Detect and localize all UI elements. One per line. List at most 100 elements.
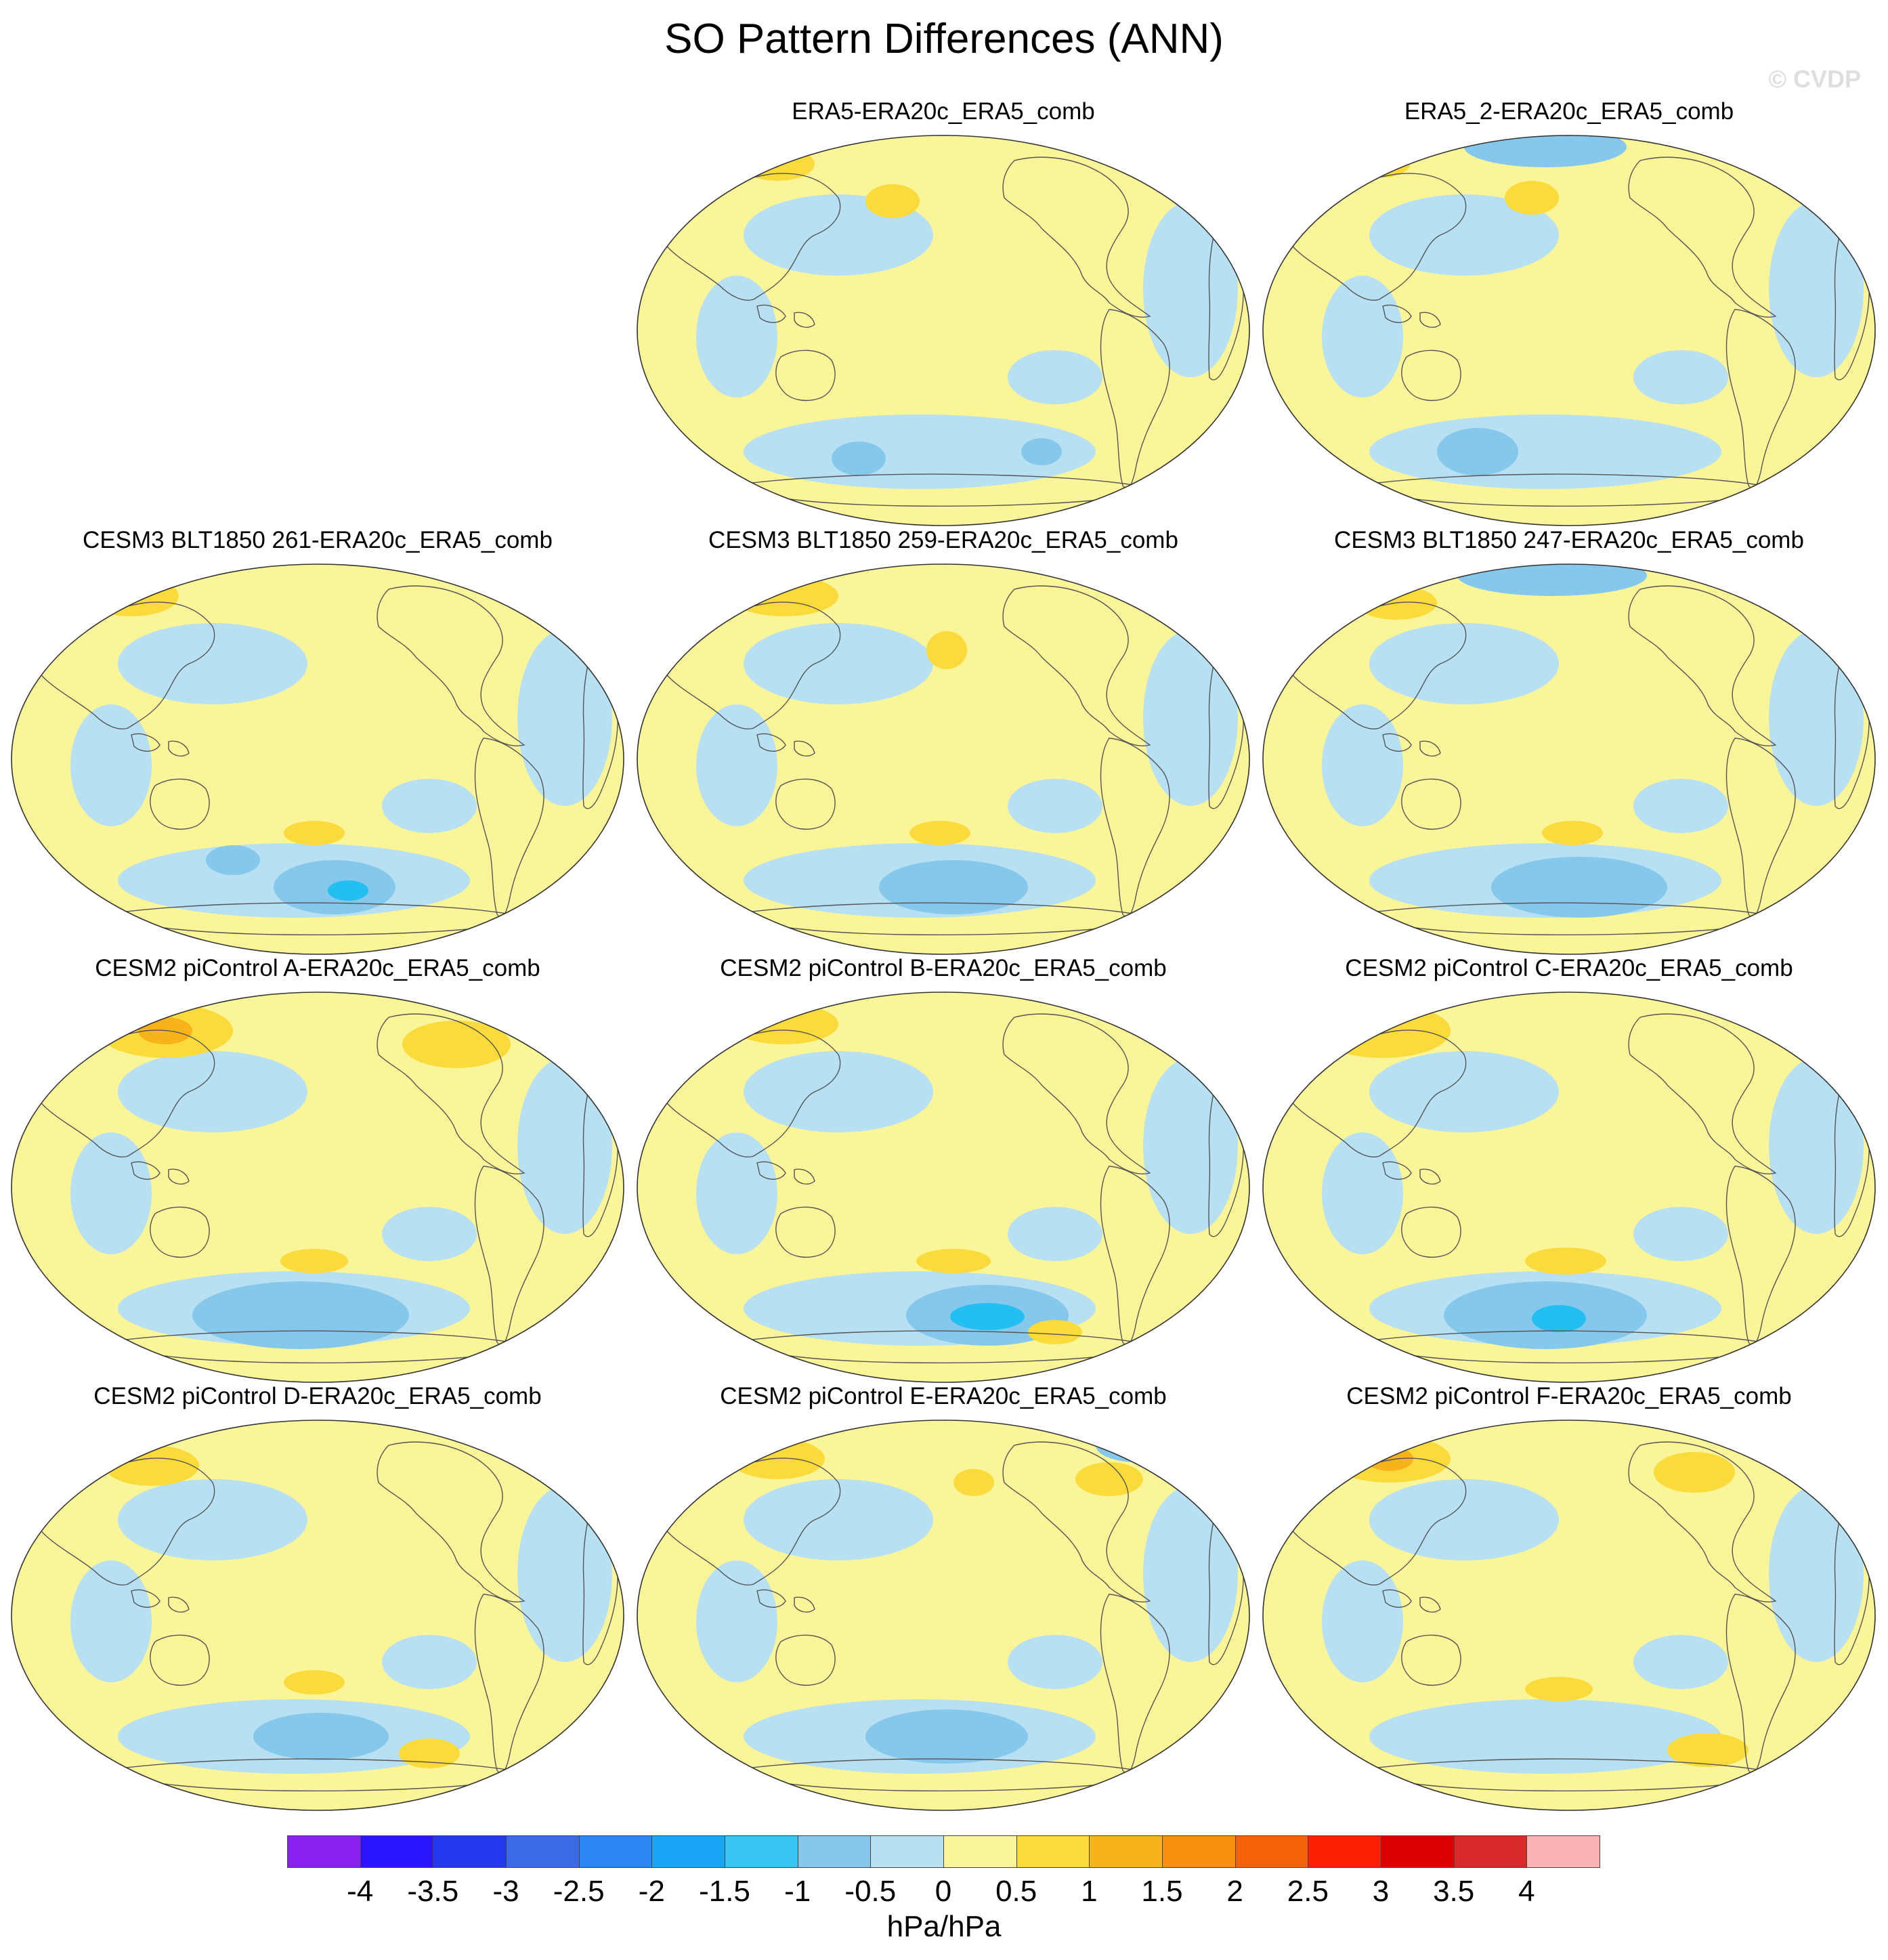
map-era5 [637, 135, 1250, 526]
coastline [794, 740, 815, 757]
coastline [1155, 1437, 1201, 1477]
anomaly-field [637, 992, 1249, 1382]
coastline [131, 733, 160, 752]
coastline [1419, 1168, 1441, 1185]
coastline [1628, 1013, 1777, 1174]
anomaly-contour [879, 860, 1028, 914]
anomaly-contour [1315, 1004, 1451, 1058]
coastline [33, 601, 215, 729]
map-panel: CESM2 piControl F-ERA20c_ERA5_comb [1261, 1383, 1877, 1812]
colorbar-swatch [433, 1835, 507, 1868]
panel-title: CESM2 piControl B-ERA20c_ERA5_comb [720, 955, 1167, 981]
coastline [1628, 156, 1777, 318]
anomaly-contour [1769, 1058, 1864, 1234]
colorbar-tick-label: -1.5 [699, 1875, 750, 1908]
anomaly-contour [70, 704, 152, 826]
coastline [1382, 304, 1412, 323]
colorbar-swatch [870, 1835, 944, 1868]
anomaly-contour [1008, 1635, 1102, 1689]
anomaly-contour [1075, 1462, 1143, 1496]
coastline [33, 1457, 215, 1585]
anomaly-contour [1542, 821, 1603, 845]
coastline [33, 1029, 215, 1157]
anomaly-contour [953, 1469, 994, 1496]
panel-title: CESM2 piControl F-ERA20c_ERA5_comb [1346, 1383, 1792, 1409]
colorbar-swatch [1381, 1835, 1455, 1868]
anomaly-contour [1369, 414, 1721, 489]
anomaly-field [12, 992, 624, 1382]
coastline [756, 1589, 786, 1608]
anomaly-contour [1143, 201, 1238, 377]
map-border [637, 992, 1250, 1383]
anomaly-contour [1028, 1320, 1082, 1344]
map-border [1262, 135, 1876, 526]
coastline [150, 1634, 210, 1686]
coastline [658, 601, 841, 729]
anomaly-contour [1322, 1560, 1403, 1682]
anomaly-contour [382, 1207, 477, 1261]
anomaly-contour [1369, 194, 1559, 276]
map-panel: CESM3 BLT1850 247-ERA20c_ERA5_comb [1261, 527, 1877, 956]
anomaly-contour [328, 880, 368, 901]
colorbar-swatch [1162, 1835, 1236, 1868]
colorbar-tick-label: 1.5 [1141, 1875, 1183, 1908]
anomaly-contour [1505, 181, 1559, 215]
anomaly-contour [402, 1021, 511, 1068]
colorbar-swatch [578, 1835, 653, 1868]
anomaly-contour [865, 184, 920, 218]
anomaly-contour [1633, 1635, 1728, 1689]
anomaly-contour [382, 1635, 477, 1689]
map-cesm3-261 [11, 563, 624, 955]
colorbar-tick-label: 2 [1226, 1875, 1243, 1908]
anomaly-field [637, 1420, 1249, 1810]
colorbar-swatch [1453, 1835, 1528, 1868]
anomaly-contour [909, 821, 970, 845]
map-panel: ERA5-ERA20c_ERA5_comb [635, 98, 1251, 528]
anomaly-contour [1667, 1733, 1748, 1767]
anomaly-contour [730, 1439, 825, 1479]
coastline [756, 1161, 786, 1180]
anomaly-contour [192, 1281, 409, 1349]
anomaly-contour [1532, 1305, 1586, 1332]
anomaly-contour [1769, 630, 1864, 806]
coastline [1155, 581, 1201, 621]
map-border [1262, 563, 1876, 955]
coastline [377, 585, 525, 746]
coastline [658, 1029, 841, 1157]
map-border [637, 1420, 1250, 1811]
anomaly-contour [696, 1132, 777, 1254]
anomaly-contour [1322, 704, 1403, 826]
coastline [529, 1437, 576, 1477]
anomaly-contour [744, 1051, 933, 1132]
anomaly-contour [1369, 1051, 1559, 1132]
colorbar-labels: -4 -3.5 -3 -2.5 -2 -1.5 -1 -0.5 0 0.5 1 1.5 2 2.5 3 3.5… [0, 1875, 1888, 1909]
panel-title: ERA5_2-ERA20c_ERA5_comb [1404, 98, 1734, 125]
anomaly-contour [696, 1560, 777, 1682]
anomaly-contour [118, 1051, 307, 1132]
coastline [1382, 1589, 1412, 1608]
coastline [168, 1596, 190, 1613]
anomaly-contour [517, 1058, 612, 1234]
map-panel: CESM2 piControl E-ERA20c_ERA5_comb [635, 1383, 1251, 1812]
coastline [775, 1634, 836, 1686]
coastline [775, 349, 836, 401]
anomaly-contour [1654, 1452, 1735, 1493]
map-cesm2-d [11, 1420, 624, 1811]
map-panel: CESM3 BLT1850 261-ERA20c_ERA5_comb [9, 527, 626, 956]
colorbar-tick-label: 4 [1518, 1875, 1535, 1908]
coastline [1780, 581, 1827, 621]
colorbar-tick-label: 1 [1081, 1875, 1098, 1908]
anomaly-contour [1143, 1486, 1238, 1662]
anomaly-contour [1525, 1248, 1606, 1275]
coastline [1780, 1009, 1827, 1049]
colorbar-swatch [725, 1835, 798, 1868]
colorbar-swatch [287, 1835, 361, 1868]
panel-title: CESM3 BLT1850 261-ERA20c_ERA5_comb [83, 527, 553, 553]
colorbar-swatch [1235, 1835, 1309, 1868]
colorbar-tick-label: -2 [638, 1875, 665, 1908]
panel-title: CESM2 piControl E-ERA20c_ERA5_comb [720, 1383, 1167, 1409]
anomaly-contour [517, 1486, 612, 1662]
anomaly-contour [1008, 1207, 1102, 1261]
anomaly-contour [1143, 1058, 1238, 1234]
map-border [1262, 1420, 1876, 1811]
